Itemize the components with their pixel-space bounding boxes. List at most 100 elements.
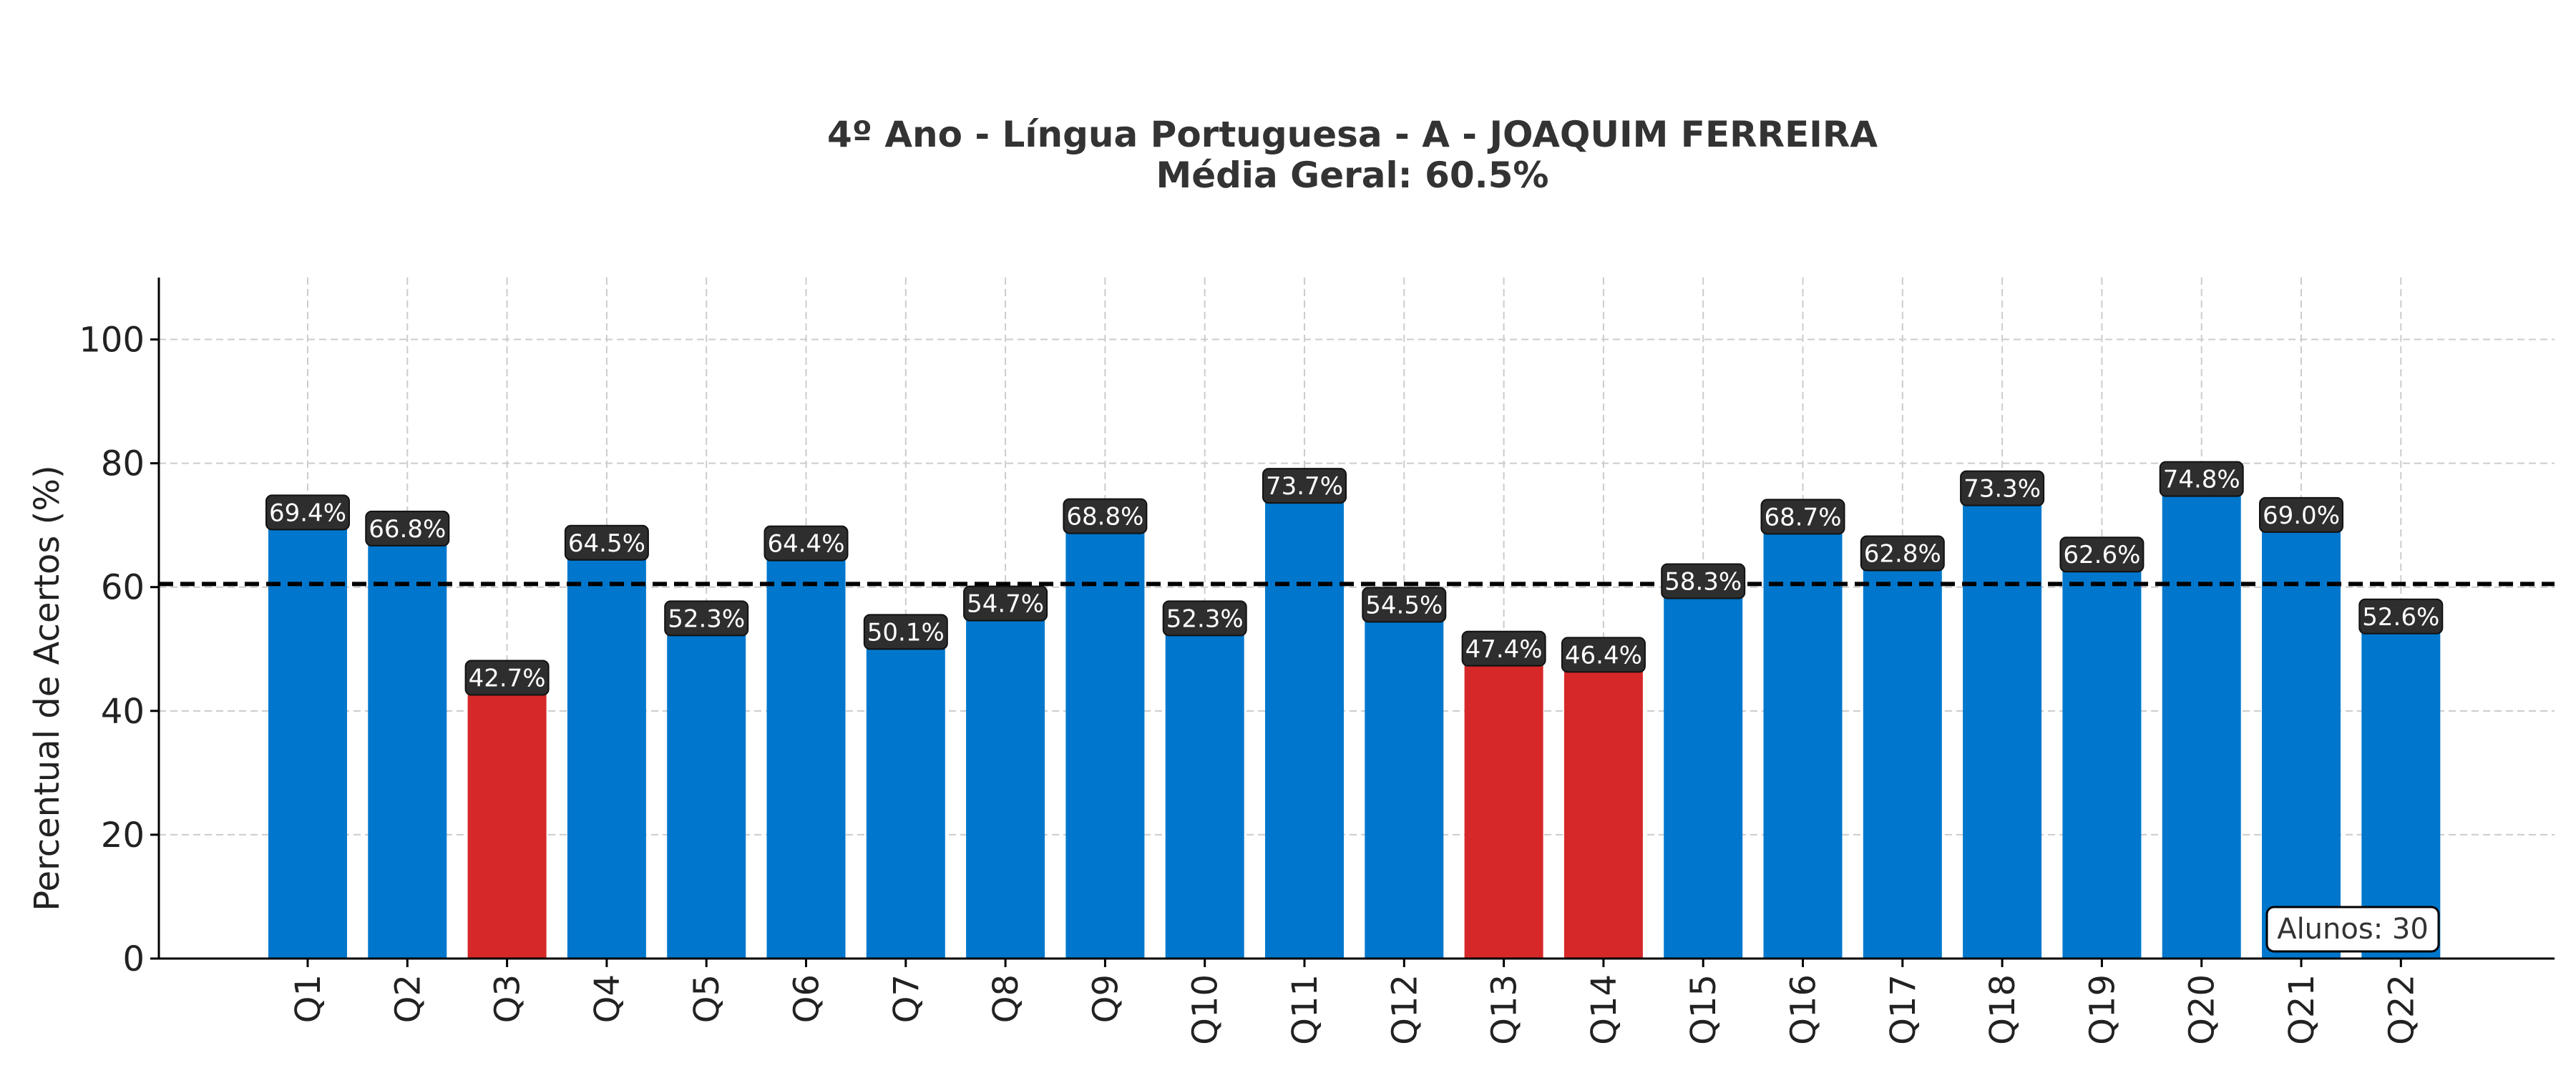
value-label-q3: 42.7% <box>464 660 550 696</box>
value-label-q10: 52.3% <box>1162 600 1247 637</box>
x-tick-label: Q5 <box>687 974 727 1023</box>
x-tick-label: Q2 <box>388 974 428 1023</box>
value-label-text: 54.7% <box>967 590 1044 619</box>
axes: 0 20 40 60 80 100 Q1 Q2 Q3 Q4 Q5 Q6 Q7 Q8 Q9 Q10 Q11 Q12 Q… <box>79 278 2555 1045</box>
bar-q4 <box>567 559 646 959</box>
x-tick-label: Q15 <box>1684 974 1724 1045</box>
x-tick-label: Q22 <box>2381 974 2421 1045</box>
x-tick-label: Q12 <box>1385 974 1425 1045</box>
value-label-q16: 68.7% <box>1760 499 1845 535</box>
value-label-text: 62.8% <box>1864 539 1941 568</box>
value-label-box <box>863 614 948 650</box>
value-label-q15: 58.3% <box>1661 563 1746 599</box>
value-label-box <box>2358 598 2444 635</box>
value-label-q22: 52.6% <box>2358 598 2444 635</box>
x-tick-label: Q18 <box>1983 974 2023 1045</box>
value-label-box <box>1063 498 1148 534</box>
x-tick-label: Q21 <box>2282 974 2322 1045</box>
value-label-q2: 66.8% <box>365 510 450 547</box>
bar-q21 <box>2262 531 2341 959</box>
value-label-box <box>963 585 1048 622</box>
bar-q6 <box>766 559 846 959</box>
y-tick-label: 20 <box>101 815 145 856</box>
bar-q19 <box>2062 571 2142 959</box>
x-tick-label: Q16 <box>1784 974 1824 1045</box>
value-label-q19: 62.6% <box>2059 536 2145 573</box>
bar-q7 <box>866 648 945 959</box>
value-label-box <box>464 660 550 696</box>
value-label-text: 42.7% <box>469 664 546 692</box>
value-label-box <box>2059 536 2145 573</box>
x-tick-label: Q3 <box>488 974 528 1023</box>
value-label-text: 52.6% <box>2362 603 2439 632</box>
value-label-text: 50.1% <box>867 618 945 647</box>
value-label-box <box>1860 535 1945 572</box>
value-label-text: 68.7% <box>1764 503 1841 531</box>
bar-q5 <box>667 635 746 959</box>
value-label-text: 58.3% <box>1664 567 1742 596</box>
value-labels: 69.4% 66.8% 42.7% 64.5% 52.3% 64.4% 50.1% 54.7%… <box>265 461 2444 696</box>
value-label-box <box>664 600 749 637</box>
value-label-text: 66.8% <box>369 515 446 544</box>
value-label-text: 73.3% <box>1963 475 2041 504</box>
bar-q22 <box>2361 632 2441 959</box>
chart-subtitle: Média Geral: 60.5% <box>1156 155 1548 196</box>
bar-q18 <box>1963 504 2042 959</box>
value-label-box <box>1960 470 2045 506</box>
bars <box>268 495 2441 959</box>
bar-q17 <box>1863 569 1942 959</box>
x-tick-label: Q4 <box>587 974 628 1023</box>
bar-q10 <box>1165 635 1244 959</box>
value-label-text: 64.5% <box>568 529 645 558</box>
value-label-box <box>1561 637 1646 673</box>
x-tick-label: Q1 <box>288 974 328 1023</box>
x-tick-label: Q7 <box>887 974 927 1023</box>
value-label-text: 46.4% <box>1565 641 1642 670</box>
bar-q8 <box>966 619 1045 959</box>
value-label-text: 52.3% <box>1166 604 1244 633</box>
value-label-text: 69.0% <box>2263 501 2340 530</box>
value-label-box <box>1262 468 1347 504</box>
bar-q15 <box>1664 597 1743 959</box>
value-label-box <box>1461 630 1546 667</box>
bar-q14 <box>1563 671 1643 959</box>
x-tick-label: Q11 <box>1285 974 1325 1045</box>
value-label-box <box>2259 496 2343 533</box>
y-tick-label: 0 <box>122 939 145 979</box>
value-label-text: 69.4% <box>269 499 346 527</box>
value-label-box <box>1362 587 1447 623</box>
y-axis-label: Percentual de Acertos (%) <box>27 465 67 911</box>
value-label-text: 54.5% <box>1365 591 1443 619</box>
bar-q13 <box>1464 665 1543 959</box>
y-tick-label: 40 <box>101 692 145 732</box>
x-tick-label: Q14 <box>1584 974 1624 1045</box>
value-label-q12: 54.5% <box>1362 587 1447 623</box>
value-label-q17: 62.8% <box>1860 535 1945 572</box>
value-label-q11: 73.7% <box>1262 468 1347 504</box>
y-tick-label: 100 <box>79 320 145 361</box>
x-tick-label: Q6 <box>787 974 827 1023</box>
value-label-q6: 64.4% <box>763 525 849 562</box>
value-label-q13: 47.4% <box>1461 630 1546 667</box>
value-label-box <box>1162 600 1247 637</box>
value-label-q7: 50.1% <box>863 614 948 650</box>
value-label-q21: 69.0% <box>2259 496 2343 533</box>
value-label-q5: 52.3% <box>664 600 749 637</box>
x-tick-label: Q19 <box>2082 974 2122 1045</box>
value-label-box <box>1760 499 1845 535</box>
value-label-q18: 73.3% <box>1960 470 2045 506</box>
y-tick-label: 80 <box>101 444 145 484</box>
bar-q11 <box>1265 502 1344 959</box>
value-label-q8: 54.7% <box>963 585 1048 622</box>
value-label-box <box>365 510 450 547</box>
bar-q9 <box>1065 532 1145 959</box>
value-label-text: 74.8% <box>2163 466 2240 494</box>
chart-title: 4º Ano - Língua Portuguesa - A - JOAQUIM… <box>827 114 1878 155</box>
students-annotation-box <box>2265 906 2440 953</box>
bar-q2 <box>368 544 447 959</box>
value-label-text: 68.8% <box>1066 503 1143 531</box>
students-annotation-text: Alunos: 30 <box>2277 913 2429 946</box>
value-label-text: 73.7% <box>1266 472 1343 501</box>
value-label-text: 47.4% <box>1465 635 1543 664</box>
